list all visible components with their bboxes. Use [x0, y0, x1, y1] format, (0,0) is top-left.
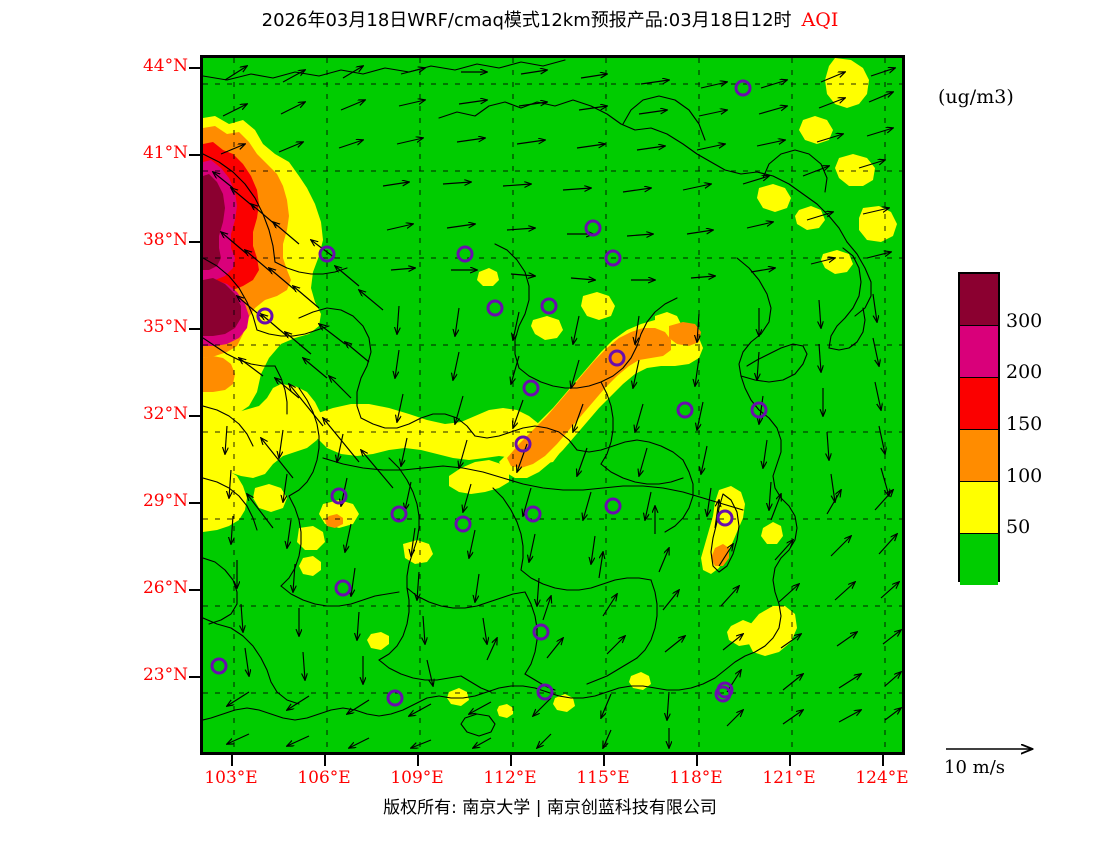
units-label: (ug/m3)	[938, 86, 1014, 108]
y-tick-mark	[189, 241, 200, 243]
colorbar-band	[960, 378, 998, 430]
x-tick-label: 112°E	[483, 768, 537, 788]
x-tick-label: 121°E	[762, 768, 816, 788]
x-tick-mark	[882, 755, 884, 766]
colorbar-tick-label: 200	[1006, 361, 1043, 384]
x-tick-mark	[417, 755, 419, 766]
colorbar-tick-label: 300	[1006, 309, 1043, 332]
x-tick-label: 118°E	[669, 768, 723, 788]
x-tick-mark	[696, 755, 698, 766]
copyright-footer: 版权所有: 南京大学 | 南京创蓝科技有限公司	[383, 798, 717, 818]
x-tick-label: 115°E	[576, 768, 630, 788]
x-tick-mark	[510, 755, 512, 766]
y-tick-mark	[189, 589, 200, 591]
y-tick-label: 44°N	[142, 56, 188, 76]
x-tick-label: 106°E	[297, 768, 351, 788]
y-tick-mark	[189, 502, 200, 504]
colorbar-tick-label: 100	[1006, 464, 1043, 487]
y-tick-mark	[189, 676, 200, 678]
x-tick-mark	[324, 755, 326, 766]
x-tick-label: 124°E	[855, 768, 909, 788]
x-tick-mark	[789, 755, 791, 766]
colorbar-band	[960, 326, 998, 378]
colorbar-band	[960, 534, 998, 585]
x-tick-label: 103°E	[204, 768, 258, 788]
wind-scale-label: 10 m/s	[944, 757, 1005, 778]
y-tick-label: 38°N	[142, 230, 188, 250]
wind-reference-arrow	[946, 735, 1050, 761]
map-plot-area[interactable]	[200, 55, 905, 755]
title-main-text: 2026年03月18日WRF/cmaq模式12km预报产品:03月18日12时	[261, 10, 792, 31]
y-tick-mark	[189, 415, 200, 417]
colorbar[interactable]	[958, 272, 1000, 585]
y-tick-label: 23°N	[142, 665, 188, 685]
y-tick-mark	[189, 67, 200, 69]
y-tick-label: 29°N	[142, 491, 188, 511]
x-tick-mark	[603, 755, 605, 766]
y-tick-label: 26°N	[142, 578, 188, 598]
y-tick-label: 35°N	[142, 317, 188, 337]
x-tick-mark	[231, 755, 233, 766]
page-title: 2026年03月18日WRF/cmaq模式12km预报产品:03月18日12时 A…	[0, 6, 1100, 32]
x-tick-label: 109°E	[390, 768, 444, 788]
title-variable-label: AQI	[801, 9, 839, 31]
colorbar-band	[960, 274, 998, 326]
y-tick-label: 41°N	[142, 143, 188, 163]
colorbar-tick-label: 150	[1006, 413, 1043, 435]
map-canvas	[203, 58, 902, 752]
map-frame	[200, 55, 905, 755]
colorbar-tick-label: 50	[1006, 516, 1031, 539]
y-tick-label: 32°N	[142, 404, 188, 424]
colorbar-band	[960, 482, 998, 534]
wind-scale-legend: 10 m/s	[940, 735, 1090, 778]
y-tick-mark	[189, 154, 200, 156]
y-tick-mark	[189, 328, 200, 330]
colorbar-band	[960, 430, 998, 482]
